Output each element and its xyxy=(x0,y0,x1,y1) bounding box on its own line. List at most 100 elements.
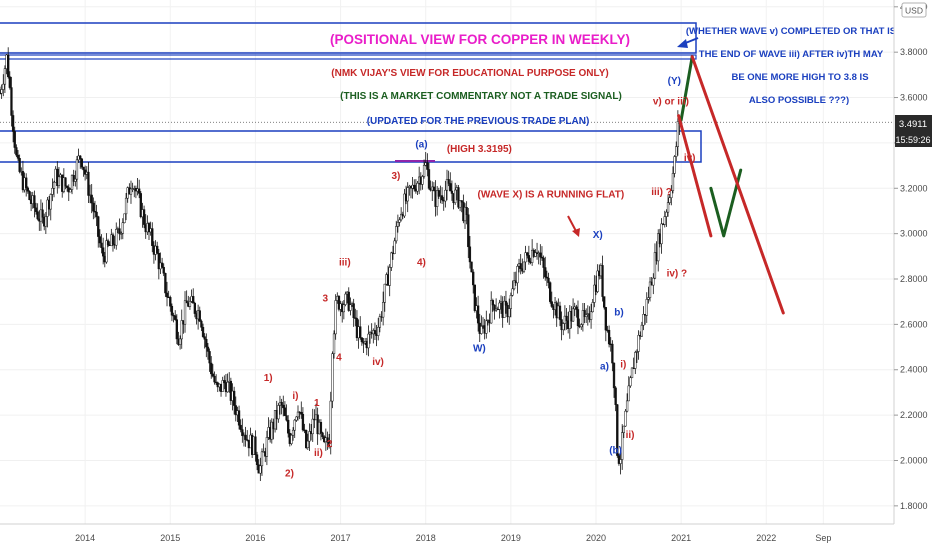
candle-body xyxy=(347,291,350,311)
candle-body xyxy=(504,300,508,306)
candle-body xyxy=(660,223,663,245)
candle-body xyxy=(180,320,183,340)
candle-body xyxy=(624,410,627,427)
wave-label: 3 xyxy=(322,294,328,305)
candle-body xyxy=(260,451,264,467)
wave-label: W) xyxy=(473,344,486,355)
candle-body xyxy=(591,302,594,313)
candle-body xyxy=(79,155,82,160)
candle-body xyxy=(436,190,439,207)
candle-body xyxy=(480,326,483,334)
candle-body xyxy=(100,242,103,248)
candle-body xyxy=(454,189,457,204)
candle-body xyxy=(319,422,323,434)
candle-body xyxy=(331,353,334,402)
candle-body xyxy=(426,162,429,170)
candle-body xyxy=(519,263,522,269)
candle-body xyxy=(630,367,634,379)
candle-body xyxy=(342,304,345,313)
candle-body xyxy=(511,288,514,296)
candle-body xyxy=(352,303,355,319)
candle-body xyxy=(589,311,593,320)
candle-body xyxy=(102,247,105,257)
candle-body xyxy=(539,252,542,258)
candle-body xyxy=(457,187,460,208)
candle-body xyxy=(121,222,124,234)
candle-body xyxy=(383,283,386,303)
candle-body xyxy=(18,158,21,172)
candle-body xyxy=(473,284,476,311)
candle-body xyxy=(10,87,13,116)
candle-body xyxy=(571,308,575,322)
wave-label: b) xyxy=(614,307,623,318)
candle-body xyxy=(156,245,159,254)
candle-body xyxy=(657,233,660,262)
candle-body xyxy=(151,228,154,246)
side-note-line-1: (WHETHER WAVE v) COMPLETED OR THAT IS xyxy=(686,26,896,37)
candle-body xyxy=(545,276,549,279)
candle-body xyxy=(396,222,400,227)
candle-body xyxy=(206,346,210,352)
x-tick-label: 2015 xyxy=(160,533,180,543)
resistance-box xyxy=(0,130,702,163)
candle-body xyxy=(296,411,300,418)
candle-body xyxy=(670,190,673,199)
candle-body xyxy=(208,351,211,364)
candle-body xyxy=(129,188,133,195)
candle-body xyxy=(193,302,196,314)
x-tick-label: 2019 xyxy=(501,533,521,543)
wave-label: (b) xyxy=(609,446,622,457)
candle-body xyxy=(490,300,493,324)
candle-body xyxy=(508,308,511,318)
candle-body xyxy=(147,223,151,233)
candle-body xyxy=(51,188,54,195)
candle-body xyxy=(26,187,29,192)
candle-body xyxy=(282,404,285,409)
grid xyxy=(0,0,894,524)
candle-body xyxy=(291,429,295,436)
y-tick-label: 3.8000 xyxy=(900,47,928,57)
candle-body xyxy=(97,216,100,237)
candle-body xyxy=(280,401,283,406)
price-axis[interactable]: 1.8000 2.0000 2.2000 2.4000 2.6000 2.8000 3.00… xyxy=(893,0,932,550)
price-axis-bg xyxy=(894,0,932,550)
candle-body xyxy=(540,256,544,259)
candle-body xyxy=(406,187,409,202)
candle-body xyxy=(550,301,553,307)
candle-body xyxy=(223,380,226,384)
candle-body xyxy=(619,459,622,464)
candle-body xyxy=(15,147,18,156)
candle-body xyxy=(213,375,216,383)
candle-body xyxy=(75,159,79,180)
candle-body xyxy=(388,267,391,286)
candle-body xyxy=(663,216,666,225)
time-axis[interactable]: 2014 2015 2016 2017 2018 2019 2020 2021 2022 Sep xyxy=(0,523,894,543)
candle-body xyxy=(301,414,305,431)
candle-body xyxy=(476,305,480,324)
candle-body xyxy=(74,178,77,182)
candle-body xyxy=(160,262,164,268)
candle-body xyxy=(447,179,450,184)
disclaimer-line-1: (NMK VIJAY'S VIEW FOR EDUCATIONAL PURPOS… xyxy=(331,68,608,79)
candle-body xyxy=(653,252,657,279)
candle-body xyxy=(544,267,547,278)
candle-body xyxy=(398,219,401,223)
candle-body xyxy=(290,434,293,444)
wave-label: X) xyxy=(593,230,603,241)
candle-body xyxy=(93,210,97,213)
wave-label: ii) xyxy=(626,430,635,441)
candle-body xyxy=(359,326,362,338)
candle-body xyxy=(565,315,568,321)
candle-body xyxy=(642,314,645,326)
candle-body xyxy=(178,338,182,345)
candle-body xyxy=(622,425,625,433)
candle-body xyxy=(503,300,506,318)
candle-body xyxy=(558,305,562,320)
candle-body xyxy=(305,430,308,448)
candle-body xyxy=(621,432,624,460)
candle-body xyxy=(635,351,639,353)
wave-label: iii) ? xyxy=(651,187,672,198)
candle-body xyxy=(70,175,74,190)
side-note-line-4: ALSO POSSIBLE ???) xyxy=(749,95,849,106)
